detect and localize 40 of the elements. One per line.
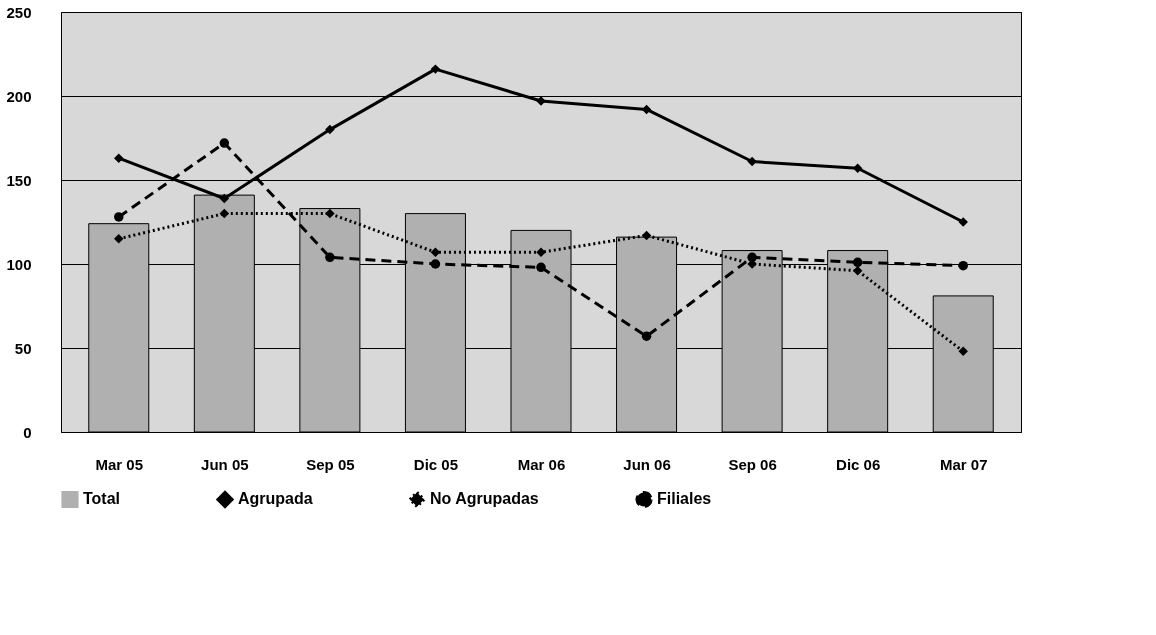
point [641,331,652,341]
point [325,208,335,219]
point [536,262,546,273]
point [219,138,230,148]
point [641,104,652,115]
y-tick-label: 100 [6,255,32,273]
point [430,259,441,269]
x-tick-label: Sep 05 [306,455,355,473]
point [958,260,968,271]
legend-label: Total [83,490,121,508]
point [325,124,335,135]
point [219,208,230,219]
x-tick-label: Sep 06 [728,455,777,473]
legend-label: Agrupada [238,490,313,508]
x-tick-label: Dic 06 [836,455,881,473]
x-tick-label: Mar 05 [95,455,144,473]
y-tick-label: 200 [6,87,32,105]
x-tick-label: Jun 05 [201,455,249,473]
y-tick-label: 0 [23,423,32,441]
point [114,212,124,222]
legend-label: No Agrupadas [430,490,539,508]
legend-label: Filiales [657,490,712,508]
point [641,230,652,241]
x-tick-label: Dic 05 [413,455,459,473]
point [219,193,230,204]
y-tick-label: 150 [6,171,32,189]
y-tick-label: 50 [14,339,32,357]
y-tick-label: 250 [6,3,32,21]
point [747,252,757,263]
point [852,163,863,173]
point [114,153,124,163]
point [852,257,863,268]
point [325,252,335,263]
x-tick-label: Mar 07 [939,455,988,473]
point [747,156,757,167]
point [958,346,968,357]
point [114,234,124,244]
x-tick-label: Mar 06 [517,455,566,473]
point [430,64,441,74]
x-tick-label: Jun 06 [623,455,671,473]
